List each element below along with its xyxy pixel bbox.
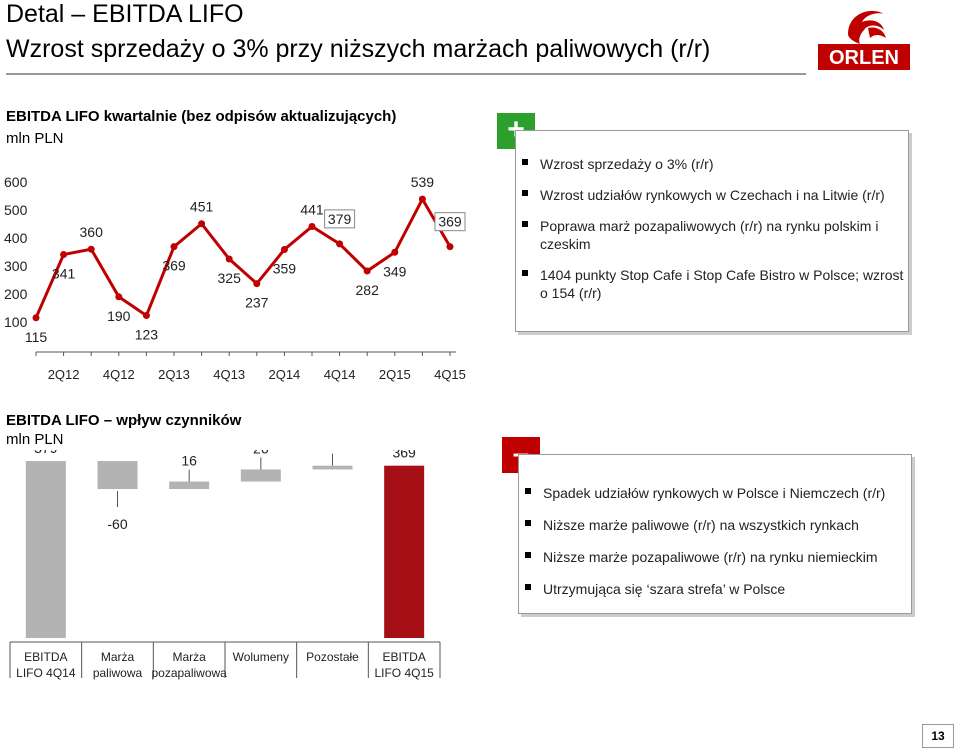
data-label: 360 — [80, 224, 104, 240]
bullet-icon — [525, 584, 531, 590]
positive-factors-box: Wzrost sprzedaży o 3% (r/r) Wzrost udzia… — [515, 130, 909, 332]
category-label: EBITDA LIFO 4Q14 — [16, 650, 76, 680]
negative-factors-box: Spadek udziałów rynkowych w Polsce i Nie… — [518, 454, 912, 614]
bullet-icon — [525, 520, 531, 526]
waterfall-chart-title: EBITDA LIFO – wpływ czynników — [6, 412, 242, 429]
x-tick-label: 2Q15 — [379, 367, 411, 382]
category-label: Pozostałe — [306, 650, 359, 664]
data-label: 451 — [190, 199, 214, 215]
negative-item: Spadek udziałów rynkowych w Polsce i Nie… — [519, 484, 911, 502]
data-point — [170, 243, 178, 251]
x-tick-label: 4Q12 — [103, 367, 135, 382]
page-number: 13 — [922, 724, 954, 748]
bullet-icon — [522, 159, 528, 165]
data-label: 282 — [356, 282, 380, 298]
positive-item: Poprawa marż pozapaliwowych (r/r) na ryn… — [516, 217, 908, 253]
data-label: 369 — [162, 258, 186, 274]
data-point — [253, 280, 261, 288]
x-tick-label: 4Q14 — [324, 367, 356, 382]
data-point — [418, 195, 426, 203]
data-label: 123 — [135, 327, 159, 343]
x-tick-label: 2Q13 — [158, 367, 190, 382]
bullet-icon — [522, 270, 528, 276]
y-tick-label: 600 — [4, 174, 28, 190]
data-point — [198, 220, 206, 228]
data-label: 237 — [245, 295, 269, 311]
data-point — [225, 255, 233, 263]
data-label: 115 — [25, 329, 48, 345]
data-label: 16 — [181, 453, 197, 469]
data-point — [60, 251, 68, 259]
waterfall-chart-unit: mln PLN — [6, 431, 64, 448]
data-point — [336, 240, 344, 248]
category-label: Marża paliwowa — [93, 650, 143, 680]
waterfall-bar — [97, 461, 138, 490]
line-chart-unit: mln PLN — [6, 130, 64, 147]
title-divider — [6, 73, 806, 75]
y-tick-label: 500 — [4, 202, 28, 218]
data-label: 369 — [392, 450, 416, 461]
line-chart: 100 200 300 400 500 600 2Q12 4Q12 2Q13 4Q13 2Q14 4Q… — [4, 174, 466, 382]
negative-item: Niższe marże pozapaliwowe (r/r) na rynku… — [519, 548, 911, 566]
data-label-box — [434, 212, 466, 232]
data-point — [446, 243, 454, 251]
waterfall-bar — [384, 465, 425, 638]
waterfall-bar — [169, 481, 210, 490]
category-label: Marża pozapaliwowa — [151, 650, 227, 680]
waterfall-bar — [240, 469, 281, 482]
line-chart-title: EBITDA LIFO kwartalnie (bez odpisów aktu… — [6, 108, 397, 125]
negative-item: Utrzymująca się ‘szara strefa’ w Polsce — [519, 580, 911, 598]
waterfall-bar — [25, 461, 66, 638]
x-tick-label: 2Q14 — [268, 367, 300, 382]
page-title: Detal – EBITDA LIFO — [6, 0, 244, 28]
negative-item: Niższe marże paliwowe (r/r) na wszystkic… — [519, 516, 911, 534]
bullet-icon — [525, 552, 531, 558]
x-tick-label: 4Q13 — [213, 367, 245, 382]
data-label: 539 — [411, 174, 435, 190]
data-label: -60 — [107, 516, 127, 532]
positive-item: 1404 punkty Stop Cafe i Stop Cafe Bistro… — [516, 266, 908, 302]
data-label: 359 — [273, 260, 297, 276]
orlen-logo: ORLEN — [818, 4, 910, 70]
logo-text: ORLEN — [829, 47, 899, 69]
category-label: EBITDA LIFO 4Q15 — [374, 650, 434, 680]
data-point — [280, 245, 288, 253]
data-point — [87, 245, 95, 253]
data-label: 379 — [328, 211, 352, 227]
data-point — [142, 312, 150, 320]
x-tick-label: 4Q15 — [434, 367, 466, 382]
waterfall-bar — [312, 465, 353, 470]
positive-item: Wzrost sprzedaży o 3% (r/r) — [516, 155, 908, 173]
eagle-icon: ORLEN — [818, 10, 910, 70]
series-line — [34, 195, 452, 319]
positive-item: Wzrost udziałów rynkowych w Czechach i n… — [516, 186, 908, 204]
y-tick-label: 200 — [4, 286, 28, 302]
data-point — [391, 248, 399, 256]
page-subtitle: Wzrost sprzedaży o 3% przy niższych marż… — [6, 35, 711, 63]
bullet-icon — [522, 221, 528, 227]
data-point — [115, 293, 123, 301]
bullet-icon — [522, 190, 528, 196]
data-point — [308, 223, 316, 231]
data-label: 325 — [218, 270, 242, 286]
category-label: Wolumeny — [233, 650, 289, 664]
data-label: 341 — [52, 266, 76, 282]
data-label: 349 — [383, 263, 407, 279]
y-tick-label: 100 — [4, 314, 28, 330]
bullet-icon — [525, 488, 531, 494]
waterfall-chart: 379-6016268369-10 mln PLNEBITDALIFO 4Q14… — [9, 450, 441, 680]
data-label: 26 — [253, 450, 269, 456]
x-tick-label: 2Q12 — [48, 367, 80, 382]
data-label: 379 — [34, 450, 58, 456]
data-point — [363, 267, 371, 275]
data-point — [32, 314, 40, 322]
data-label: 8 — [329, 450, 337, 453]
data-label: 369 — [438, 214, 462, 230]
data-label: 190 — [107, 308, 131, 324]
y-tick-label: 400 — [4, 230, 28, 246]
y-tick-label: 300 — [4, 258, 28, 274]
data-label-box — [324, 209, 356, 229]
data-label: 441 — [300, 202, 324, 218]
